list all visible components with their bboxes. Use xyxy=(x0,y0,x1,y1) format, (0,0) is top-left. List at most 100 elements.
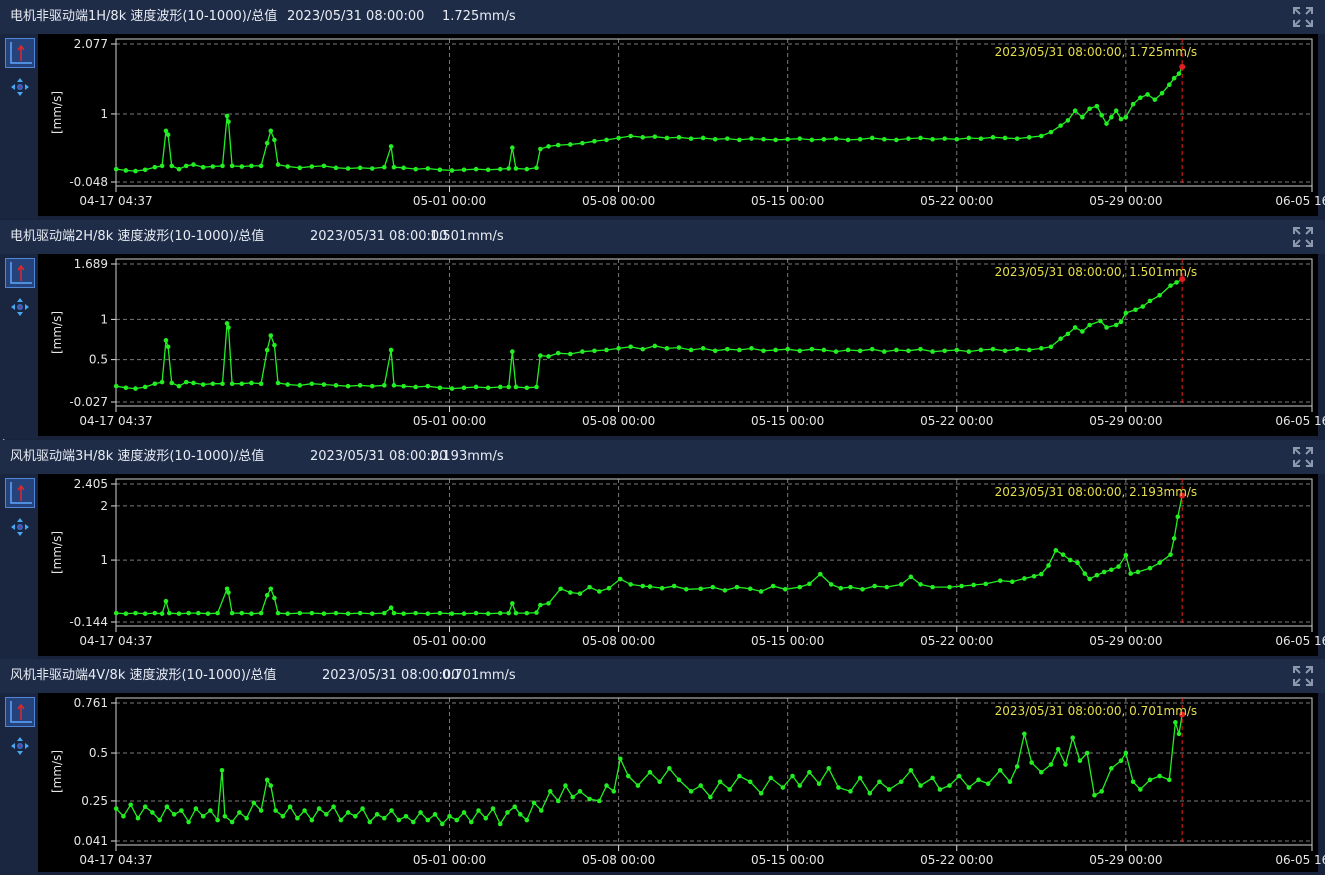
data-point xyxy=(219,767,225,773)
data-point xyxy=(391,610,397,616)
y-tick-label: 0.5 xyxy=(89,746,108,760)
move-button[interactable] xyxy=(10,517,30,537)
data-point xyxy=(226,119,231,125)
cursor-point xyxy=(1179,276,1186,283)
data-point xyxy=(226,325,231,330)
data-point xyxy=(872,583,877,589)
x-tick-label: 05-08 00:00 xyxy=(582,414,655,428)
data-point xyxy=(208,808,213,813)
data-point xyxy=(258,381,264,387)
data-point xyxy=(388,347,394,353)
data-point xyxy=(1022,731,1027,737)
data-point xyxy=(1171,75,1177,81)
data-point xyxy=(1014,764,1020,769)
data-point xyxy=(990,135,996,140)
data-point xyxy=(439,821,445,827)
expand-icon[interactable] xyxy=(1291,664,1315,688)
data-point xyxy=(268,128,274,134)
panel-toolbar xyxy=(0,693,38,875)
trend-chart[interactable]: 0.761 0.5 0.25 0.041 04-17 04:37 05-01 00:00 0… xyxy=(0,693,1325,875)
data-point xyxy=(142,611,148,616)
panel-title: 电机驱动端2H/8k 速度波形(10-1000)/总值 xyxy=(10,229,265,244)
data-point xyxy=(845,137,851,143)
data-point xyxy=(1176,731,1182,737)
move-button[interactable] xyxy=(10,297,30,317)
panel-value: 1.725mm/s xyxy=(442,9,516,24)
axis-scale-button[interactable] xyxy=(5,697,35,727)
y-axis-label: [mm/s] xyxy=(50,311,64,354)
data-point xyxy=(152,381,158,387)
data-point xyxy=(264,347,270,353)
data-point xyxy=(942,348,947,354)
data-point xyxy=(220,381,225,387)
data-point xyxy=(785,346,790,352)
data-point xyxy=(485,385,491,391)
cursor-annotation: 2023/05/31 08:00:00, 0.701mm/s xyxy=(995,704,1198,718)
data-point xyxy=(908,767,914,773)
data-point xyxy=(524,817,530,823)
panel-timestamp: 2023/05/31 08:00:00 xyxy=(310,449,448,464)
data-point xyxy=(1039,133,1044,139)
data-point xyxy=(538,146,543,152)
data-point xyxy=(930,136,935,142)
axis-scale-button[interactable] xyxy=(5,258,35,288)
data-point xyxy=(676,777,682,783)
data-point xyxy=(524,166,530,172)
data-point xyxy=(517,812,523,817)
data-point xyxy=(1014,136,1020,141)
data-point xyxy=(205,611,211,616)
data-point xyxy=(297,383,303,388)
data-point xyxy=(869,346,875,352)
data-point xyxy=(275,610,281,616)
expand-icon[interactable] xyxy=(1291,5,1315,29)
data-point xyxy=(264,592,270,598)
y-tick-label: 1 xyxy=(100,312,108,326)
data-point xyxy=(1109,766,1114,771)
data-point xyxy=(1130,101,1136,107)
y-axis-label: [mm/s] xyxy=(50,91,64,134)
expand-icon[interactable] xyxy=(1291,445,1315,469)
axis-scale-button[interactable] xyxy=(5,478,35,508)
data-point xyxy=(410,819,416,825)
expand-icon[interactable] xyxy=(1291,225,1315,249)
data-point xyxy=(539,808,544,813)
data-point xyxy=(297,165,303,171)
data-point xyxy=(1116,564,1121,569)
move-button[interactable] xyxy=(10,736,30,756)
trend-chart[interactable]: 2.405 2 1 -0.144 04-17 04:37 05-01 00:00 05-08… xyxy=(0,474,1325,659)
data-point xyxy=(1176,71,1182,76)
axis-scale-button[interactable] xyxy=(5,38,35,68)
data-point xyxy=(437,167,443,173)
data-point xyxy=(1145,92,1150,97)
trend-chart[interactable]: 2.077 1 -0.048 04-17 04:37 05-01 00:00 05-08 … xyxy=(0,34,1325,219)
data-point xyxy=(413,610,419,616)
move-button[interactable] xyxy=(10,77,30,97)
data-point xyxy=(152,164,158,170)
panel-header: 风机非驱动端4V/8k 速度波形(10-1000)/总值 2023/05/31 … xyxy=(0,659,1325,693)
data-point xyxy=(712,136,718,142)
data-point xyxy=(183,379,189,385)
data-point xyxy=(611,789,617,794)
data-point xyxy=(906,136,911,141)
data-point xyxy=(780,785,786,790)
data-point xyxy=(374,812,380,817)
data-point xyxy=(546,354,551,359)
trend-chart[interactable]: 1.689 1 0.5 -0.027 04-17 04:37 05-01 00:00 05-… xyxy=(0,254,1325,439)
data-point xyxy=(596,798,602,804)
data-point xyxy=(1113,108,1119,113)
data-point xyxy=(797,584,803,590)
collapse-sidebar-handle[interactable]: › xyxy=(1,433,5,446)
data-point xyxy=(1140,304,1146,309)
data-point xyxy=(985,781,991,786)
data-point xyxy=(345,611,351,616)
data-point xyxy=(512,804,518,809)
x-tick-label: 05-01 00:00 xyxy=(413,414,486,428)
data-point xyxy=(737,773,742,779)
data-point xyxy=(898,779,904,785)
data-point xyxy=(768,775,774,781)
data-point xyxy=(1029,760,1034,765)
data-point xyxy=(1101,569,1107,575)
x-tick-label: 06-05 16:58 xyxy=(1275,853,1325,867)
x-tick-label: 05-08 00:00 xyxy=(582,194,655,208)
x-tick-label: 06-05 16:58 xyxy=(1275,194,1325,208)
